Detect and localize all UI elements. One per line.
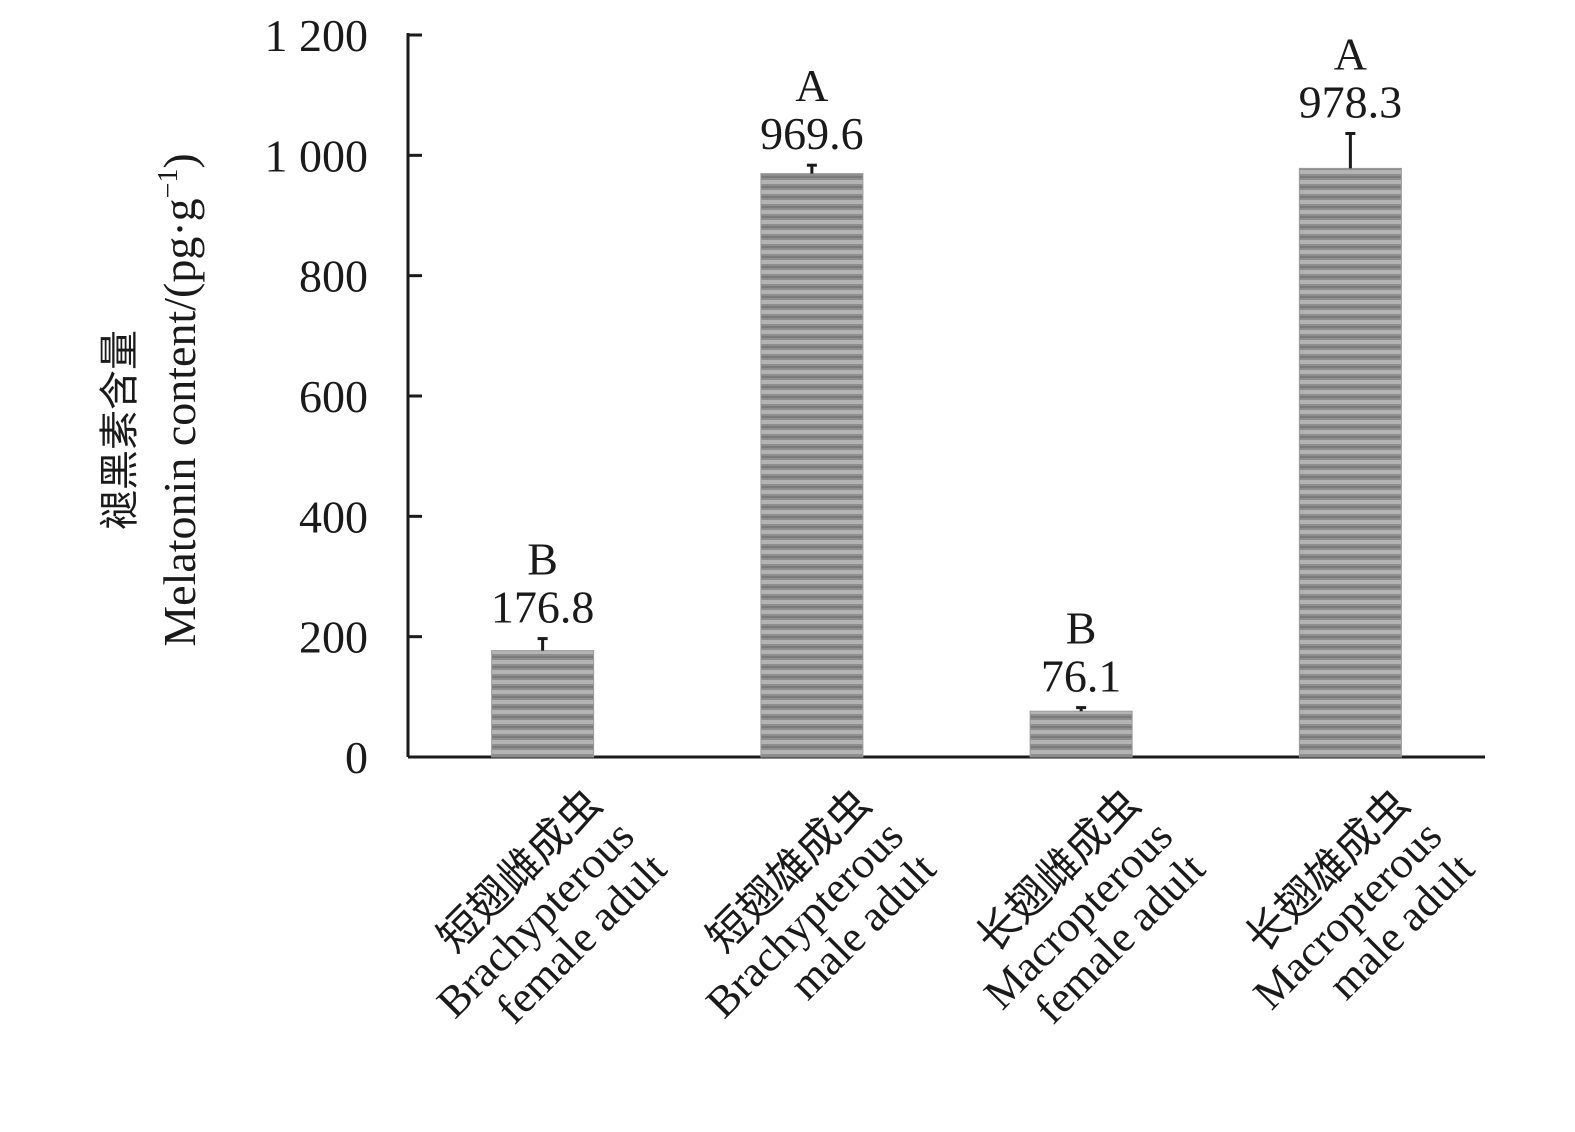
y-tick-label: 800 bbox=[299, 251, 368, 302]
significance-letter: B bbox=[1066, 603, 1097, 654]
bar bbox=[491, 650, 595, 758]
bar bbox=[760, 173, 864, 758]
y-tick-label: 1 000 bbox=[265, 130, 369, 181]
significance-letter: B bbox=[527, 534, 558, 585]
y-tick-label: 600 bbox=[299, 371, 368, 422]
y-tick-label: 200 bbox=[299, 612, 368, 663]
significance-letter: A bbox=[1334, 28, 1367, 79]
bar-value-label: 978.3 bbox=[1299, 76, 1403, 127]
y-tick-label: 0 bbox=[345, 732, 368, 783]
bar bbox=[1298, 167, 1402, 758]
y-axis-label-en: Melatonin content/(pg·g bbox=[154, 198, 205, 646]
bar-value-label: 969.6 bbox=[760, 108, 864, 159]
y-axis-label: Melatonin content/(pg·g−1) 褪黑素含量 bbox=[97, 153, 205, 647]
y-tick-label: 1 200 bbox=[265, 10, 369, 61]
bar-value-label: 176.8 bbox=[491, 582, 595, 633]
y-axis-label-tail: ) bbox=[154, 153, 205, 168]
svg-text:Melatonin content/(pg·g−1): Melatonin content/(pg·g−1) bbox=[153, 153, 205, 647]
y-axis-ticks: 0 200 400 600 800 1 000 1 200 bbox=[265, 10, 422, 783]
y-tick-label: 400 bbox=[299, 491, 368, 542]
bar bbox=[1029, 710, 1133, 758]
y-axis-label-cn: 褪黑素含量 bbox=[97, 330, 142, 530]
bar-value-label: 76.1 bbox=[1041, 651, 1122, 702]
y-axis-label-superscript: −1 bbox=[153, 169, 184, 199]
significance-letter: A bbox=[795, 60, 828, 111]
